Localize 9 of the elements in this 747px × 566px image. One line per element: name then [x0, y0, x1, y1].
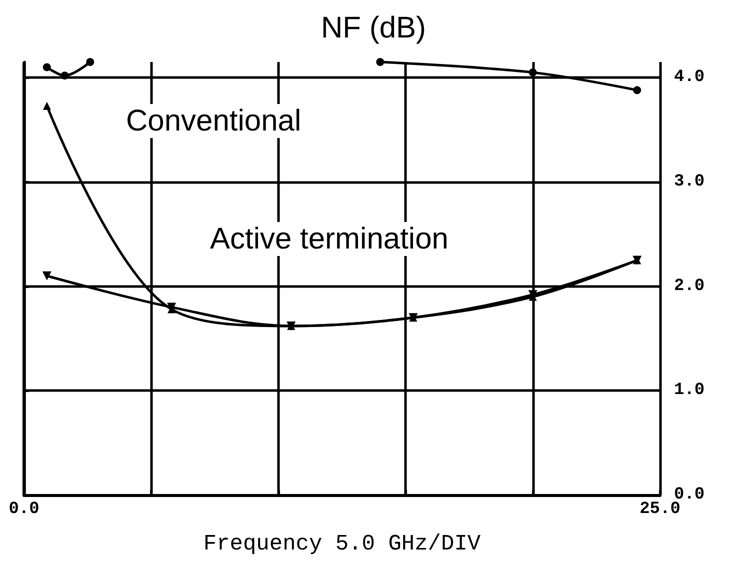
y-tick-label: 1.0	[674, 381, 705, 400]
y-tick-label: 3.0	[674, 172, 705, 192]
annotation: Active termination	[210, 222, 448, 256]
x-axis-title: Frequency 5.0 GHz/DIV	[203, 532, 482, 556]
chart-title: NF (dB)	[321, 12, 426, 44]
x-tick-label: 25.0	[640, 500, 680, 519]
y-tick-label: 2.0	[674, 276, 705, 296]
annotation: Conventional	[126, 104, 302, 138]
y-tick-label: 4.0	[674, 68, 705, 88]
